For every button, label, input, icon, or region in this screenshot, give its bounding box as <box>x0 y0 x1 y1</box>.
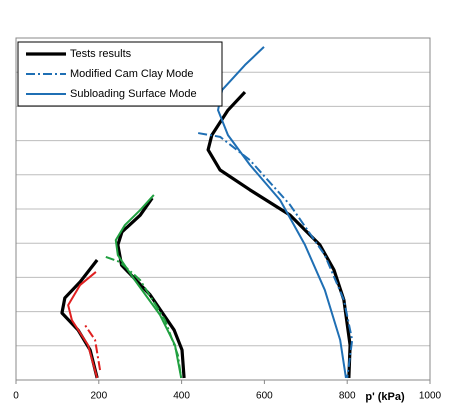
x-axis-label: p' (kPa) <box>365 391 405 403</box>
plot-frame <box>15 37 431 381</box>
series-line <box>116 197 186 379</box>
x-tick-label: 600 <box>256 391 273 402</box>
legend-label: Tests results <box>70 48 132 60</box>
series-line <box>67 271 99 379</box>
x-tick-label: 400 <box>173 391 190 402</box>
x-tick-label: 0 <box>13 391 19 402</box>
legend-label: Subloading Surface Mode <box>70 88 197 100</box>
series-line <box>114 194 183 379</box>
series-line <box>84 324 102 371</box>
series-line <box>105 255 183 379</box>
series-line <box>206 90 352 379</box>
legend-label: Modified Cam Clay Mode <box>70 68 194 80</box>
x-tick-label: 200 <box>90 391 107 402</box>
series-line <box>217 46 347 379</box>
x-tick-label: 1000 <box>419 391 442 402</box>
x-tick-label: 800 <box>339 391 356 402</box>
